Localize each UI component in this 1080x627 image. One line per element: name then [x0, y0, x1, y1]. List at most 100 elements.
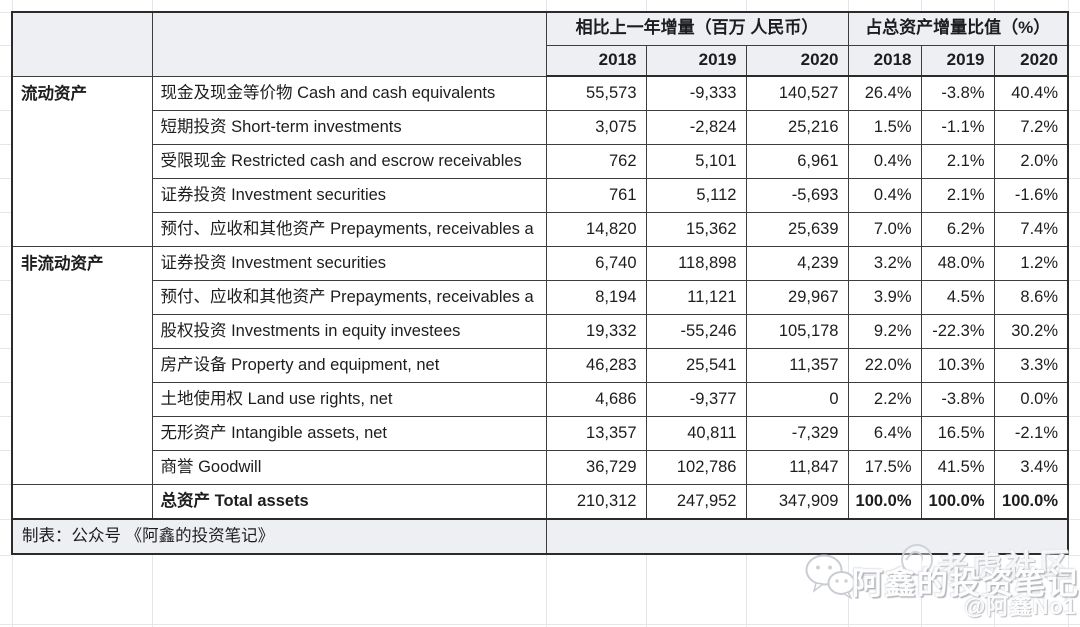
increment-value-cell[interactable]: -7,329: [745, 415, 849, 451]
increment-value-cell[interactable]: 762: [545, 143, 647, 179]
row-label-cell[interactable]: 房产设备 Property and equipment, net: [151, 347, 547, 383]
ratio-value-cell[interactable]: -1.6%: [993, 177, 1069, 213]
increment-value-cell[interactable]: 4,686: [545, 381, 647, 417]
column-group-increment[interactable]: 相比上一年增量（百万 人民币）: [545, 11, 849, 46]
ratio-value-cell[interactable]: 48.0%: [920, 245, 995, 281]
credit-empty-cell[interactable]: [545, 518, 1069, 555]
total-increment-2019[interactable]: 247,952: [645, 483, 747, 520]
section-label-non-current-assets[interactable]: 非流动资产: [11, 245, 153, 485]
increment-value-cell[interactable]: -9,333: [645, 75, 747, 111]
total-increment-2018[interactable]: 210,312: [545, 483, 647, 520]
ratio-value-cell[interactable]: 6.2%: [920, 211, 995, 247]
increment-value-cell[interactable]: -55,246: [645, 313, 747, 349]
total-ratio-2019[interactable]: 100.0%: [920, 483, 995, 520]
year-header-increment-2019[interactable]: 2019: [645, 44, 747, 77]
ratio-value-cell[interactable]: 0.4%: [847, 177, 922, 213]
empty-cell[interactable]: [11, 483, 153, 520]
increment-value-cell[interactable]: 11,847: [745, 449, 849, 485]
ratio-value-cell[interactable]: 17.5%: [847, 449, 922, 485]
row-label-cell[interactable]: 短期投资 Short-term investments: [151, 109, 547, 145]
ratio-value-cell[interactable]: 2.0%: [993, 143, 1069, 179]
increment-value-cell[interactable]: 46,283: [545, 347, 647, 383]
ratio-value-cell[interactable]: 4.5%: [920, 279, 995, 315]
increment-value-cell[interactable]: 140,527: [745, 75, 849, 111]
row-label-cell[interactable]: 无形资产 Intangible assets, net: [151, 415, 547, 451]
increment-value-cell[interactable]: 761: [545, 177, 647, 213]
row-label-cell[interactable]: 预付、应收和其他资产 Prepayments, receivables a: [151, 211, 547, 247]
ratio-value-cell[interactable]: 0.0%: [993, 381, 1069, 417]
row-label-cell[interactable]: 证券投资 Investment securities: [151, 245, 547, 281]
corner-cell-category[interactable]: [11, 11, 153, 77]
ratio-value-cell[interactable]: 16.5%: [920, 415, 995, 451]
row-label-cell[interactable]: 现金及现金等价物 Cash and cash equivalents: [151, 75, 547, 111]
increment-value-cell[interactable]: 29,967: [745, 279, 849, 315]
increment-value-cell[interactable]: 6,740: [545, 245, 647, 281]
year-header-ratio-2019[interactable]: 2019: [920, 44, 995, 77]
year-header-increment-2020[interactable]: 2020: [745, 44, 849, 77]
increment-value-cell[interactable]: 40,811: [645, 415, 747, 451]
increment-value-cell[interactable]: 4,239: [745, 245, 849, 281]
section-label-current-assets[interactable]: 流动资产: [11, 75, 153, 247]
row-label-cell[interactable]: 受限现金 Restricted cash and escrow receivab…: [151, 143, 547, 179]
ratio-value-cell[interactable]: 1.2%: [993, 245, 1069, 281]
column-group-ratio[interactable]: 占总资产增量比值（%）: [847, 11, 1069, 46]
increment-value-cell[interactable]: -9,377: [645, 381, 747, 417]
total-increment-2020[interactable]: 347,909: [745, 483, 849, 520]
row-label-cell[interactable]: 商誉 Goodwill: [151, 449, 547, 485]
ratio-value-cell[interactable]: 9.2%: [847, 313, 922, 349]
increment-value-cell[interactable]: -5,693: [745, 177, 849, 213]
ratio-value-cell[interactable]: 41.5%: [920, 449, 995, 485]
ratio-value-cell[interactable]: 3.9%: [847, 279, 922, 315]
row-label-cell[interactable]: 股权投资 Investments in equity investees: [151, 313, 547, 349]
row-label-cell[interactable]: 证券投资 Investment securities: [151, 177, 547, 213]
row-label-cell[interactable]: 土地使用权 Land use rights, net: [151, 381, 547, 417]
year-header-increment-2018[interactable]: 2018: [545, 44, 647, 77]
total-ratio-2020[interactable]: 100.0%: [993, 483, 1069, 520]
increment-value-cell[interactable]: 14,820: [545, 211, 647, 247]
ratio-value-cell[interactable]: 7.4%: [993, 211, 1069, 247]
increment-value-cell[interactable]: 0: [745, 381, 849, 417]
ratio-value-cell[interactable]: 3.3%: [993, 347, 1069, 383]
increment-value-cell[interactable]: 8,194: [545, 279, 647, 315]
ratio-value-cell[interactable]: 7.2%: [993, 109, 1069, 145]
increment-value-cell[interactable]: 19,332: [545, 313, 647, 349]
total-ratio-2018[interactable]: 100.0%: [847, 483, 922, 520]
increment-value-cell[interactable]: 55,573: [545, 75, 647, 111]
ratio-value-cell[interactable]: 1.5%: [847, 109, 922, 145]
ratio-value-cell[interactable]: 0.4%: [847, 143, 922, 179]
increment-value-cell[interactable]: 25,216: [745, 109, 849, 145]
ratio-value-cell[interactable]: 2.1%: [920, 143, 995, 179]
increment-value-cell[interactable]: 5,101: [645, 143, 747, 179]
ratio-value-cell[interactable]: -2.1%: [993, 415, 1069, 451]
row-label-cell[interactable]: 预付、应收和其他资产 Prepayments, receivables a: [151, 279, 547, 315]
ratio-value-cell[interactable]: 26.4%: [847, 75, 922, 111]
ratio-value-cell[interactable]: -3.8%: [920, 75, 995, 111]
increment-value-cell[interactable]: 25,639: [745, 211, 849, 247]
ratio-value-cell[interactable]: 30.2%: [993, 313, 1069, 349]
ratio-value-cell[interactable]: 8.6%: [993, 279, 1069, 315]
ratio-value-cell[interactable]: 6.4%: [847, 415, 922, 451]
increment-value-cell[interactable]: 36,729: [545, 449, 647, 485]
increment-value-cell[interactable]: 3,075: [545, 109, 647, 145]
ratio-value-cell[interactable]: 7.0%: [847, 211, 922, 247]
corner-cell-item[interactable]: [151, 11, 547, 77]
ratio-value-cell[interactable]: 2.1%: [920, 177, 995, 213]
increment-value-cell[interactable]: 13,357: [545, 415, 647, 451]
ratio-value-cell[interactable]: -22.3%: [920, 313, 995, 349]
ratio-value-cell[interactable]: 3.2%: [847, 245, 922, 281]
increment-value-cell[interactable]: 15,362: [645, 211, 747, 247]
ratio-value-cell[interactable]: 3.4%: [993, 449, 1069, 485]
ratio-value-cell[interactable]: -3.8%: [920, 381, 995, 417]
total-label-cell[interactable]: 总资产 Total assets: [151, 483, 547, 520]
increment-value-cell[interactable]: 6,961: [745, 143, 849, 179]
credit-cell[interactable]: 制表：公众号 《阿鑫的投资笔记》: [11, 518, 547, 555]
ratio-value-cell[interactable]: -1.1%: [920, 109, 995, 145]
ratio-value-cell[interactable]: 10.3%: [920, 347, 995, 383]
ratio-value-cell[interactable]: 40.4%: [993, 75, 1069, 111]
increment-value-cell[interactable]: 11,357: [745, 347, 849, 383]
increment-value-cell[interactable]: 105,178: [745, 313, 849, 349]
year-header-ratio-2018[interactable]: 2018: [847, 44, 922, 77]
year-header-ratio-2020[interactable]: 2020: [993, 44, 1069, 77]
increment-value-cell[interactable]: 118,898: [645, 245, 747, 281]
increment-value-cell[interactable]: 102,786: [645, 449, 747, 485]
